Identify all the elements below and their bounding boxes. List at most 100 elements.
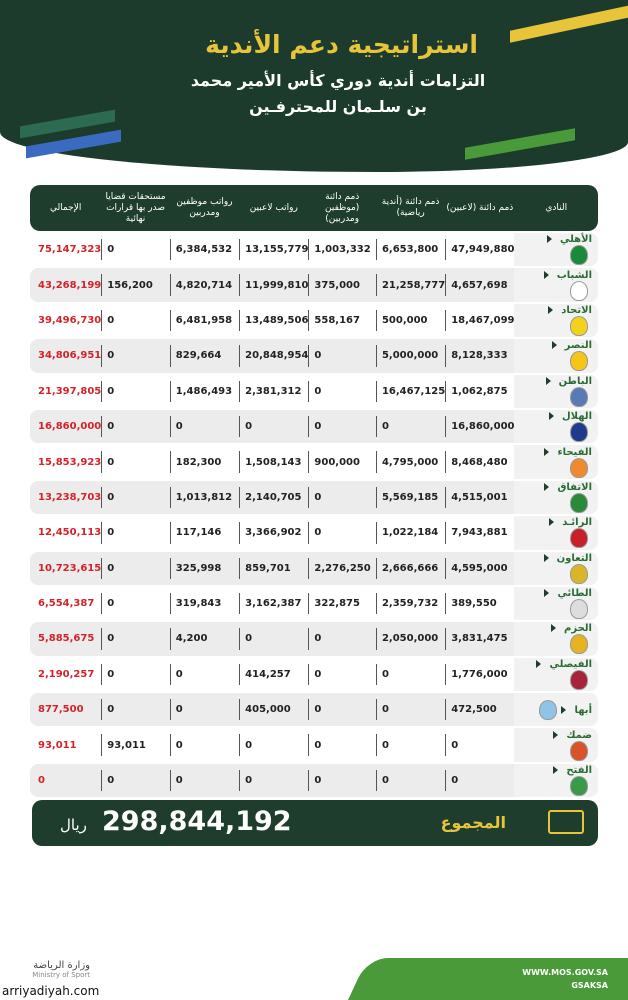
value-cell: 0: [308, 480, 376, 515]
arrow-icon: [551, 624, 557, 633]
value-cell: 4,820,714: [169, 268, 240, 302]
table-row: 39,496,730 0 6,481,958 13,489,506 558,167 500…: [30, 303, 598, 338]
arrow-icon: [544, 482, 550, 491]
arrow-icon: [546, 235, 552, 244]
table-row: 10,723,615 0 325,998 859,701 2,276,250 2,666,…: [30, 551, 598, 585]
value-cell: 0: [239, 409, 309, 444]
value-cell: 13,155,779: [239, 233, 308, 266]
column-header: النادي: [514, 185, 598, 231]
value-cell: 2,050,000: [375, 622, 446, 656]
ministry-name: وزارة الرياضة: [33, 960, 90, 971]
value-cell: 0: [101, 409, 170, 444]
value-cell: 0: [101, 480, 170, 515]
footer-contact: WWW.MOS.GOV.SA GSAKSA: [522, 966, 608, 992]
club-logo-icon: [570, 599, 588, 620]
club-logo-icon: [570, 669, 588, 690]
value-cell: 0: [101, 551, 170, 585]
value-cell: 0: [308, 763, 376, 798]
club-name: أبها: [574, 704, 592, 716]
arrow-icon: [543, 553, 549, 562]
table-row: 75,147,323 0 6,384,532 13,155,779 1,003,332 6…: [30, 233, 598, 267]
club-name: الطائي: [557, 588, 592, 600]
value-cell: 0: [308, 409, 376, 444]
table-row: 877,500 0 0 405,000 0 0 472,500 أبها: [30, 693, 598, 727]
value-cell: 11,999,810: [239, 268, 309, 302]
value-cell: 5,569,185: [375, 480, 446, 515]
value-cell: 3,831,475: [445, 622, 515, 656]
club-name: الفتح: [566, 765, 592, 777]
value-cell: 389,550: [445, 587, 514, 620]
value-cell: 322,875: [308, 587, 376, 620]
club-logo-icon: [570, 386, 588, 407]
value-cell: 0: [375, 693, 446, 727]
club-cell: أبها: [514, 693, 598, 727]
value-cell: 1,003,332: [308, 233, 376, 266]
club-cell: الشباب: [514, 268, 598, 302]
value-cell: 0: [101, 304, 170, 337]
club-name: الشباب: [556, 269, 592, 281]
ministry-name-en: Ministry of Sport: [32, 971, 90, 979]
value-cell: 3,366,902: [239, 516, 308, 549]
value-cell: 0: [308, 693, 376, 727]
total-cell: 75,147,323: [38, 244, 102, 256]
value-cell: 1,062,875: [445, 375, 514, 408]
value-cell: 0: [375, 728, 445, 761]
table-row: 34,806,951 0 829,664 20,848,954 0 5,000,000 8,…: [30, 339, 598, 373]
value-cell: 859,701: [239, 551, 309, 585]
club-cell: الهلال: [514, 409, 598, 444]
value-cell: 1,022,184: [375, 516, 445, 549]
club-logo-icon: [570, 492, 588, 513]
value-cell: 0: [445, 728, 514, 761]
table-row: 93,011 93,011 0 0 0 0 0 ضمك: [30, 728, 598, 762]
value-cell: 0: [308, 622, 376, 656]
arrow-icon: [553, 766, 559, 775]
column-header: الإجمالي: [30, 185, 102, 231]
value-cell: 0: [101, 445, 170, 478]
social-handle[interactable]: GSAKSA: [571, 981, 608, 990]
value-cell: 6,481,958: [169, 304, 239, 337]
table-row: 5,885,675 0 4,200 0 0 2,050,000 3,831,475 الحزم: [30, 622, 598, 656]
club-logo-icon: [570, 457, 588, 478]
table-row: 21,397,805 0 1,486,493 2,381,312 0 16,467,125…: [30, 374, 598, 408]
total-cell: 0: [30, 763, 102, 798]
table-row: 12,450,113 0 117,146 3,366,902 0 1,022,184 7,9…: [30, 516, 598, 550]
value-cell: 5,000,000: [375, 339, 446, 373]
arrow-icon: [544, 589, 550, 598]
total-cell: 12,450,113: [38, 527, 102, 539]
club-name: الهلال: [561, 411, 592, 423]
club-cell: الحزم: [514, 622, 598, 656]
value-cell: 18,467,099: [445, 304, 514, 337]
arrow-icon: [561, 705, 567, 714]
ministry-logo: وزارة الرياضة Ministry of Sport: [20, 960, 90, 979]
value-cell: 93,011: [101, 728, 170, 761]
total-cell: 21,397,805: [38, 385, 102, 397]
club-name: الحزم: [564, 623, 592, 635]
value-cell: 16,860,000: [445, 409, 515, 444]
total-cell: 93,011: [38, 739, 77, 751]
total-cell: 15,853,923: [38, 456, 102, 468]
club-logo-icon: [539, 699, 558, 720]
column-header: مستحقات قضايا صدر بها قرارات نهائية: [101, 185, 170, 231]
value-cell: 2,359,732: [375, 587, 445, 620]
total-cell: 10,723,615: [30, 551, 102, 585]
total-cell: 6,554,387: [38, 598, 95, 610]
column-header: ذمم دائنة (أندية رياضية): [375, 185, 446, 231]
total-cell: 877,500: [30, 693, 102, 727]
club-logo-icon: [570, 315, 588, 336]
clubs-table: الإجمالي مستحقات قضايا صدر بها قرارات نها…: [30, 183, 598, 799]
value-cell: 117,146: [169, 516, 239, 549]
value-cell: 0: [308, 339, 376, 373]
value-cell: 16,467,125: [375, 375, 445, 408]
value-cell: 47,949,880: [445, 233, 514, 266]
club-name: ضمك: [566, 729, 592, 741]
column-header: ذمم دائنة (لاعبين): [445, 185, 515, 231]
value-cell: 2,381,312: [239, 375, 308, 408]
club-cell: الأهلي: [514, 233, 598, 267]
website-link[interactable]: WWW.MOS.GOV.SA: [522, 968, 608, 977]
value-cell: 6,384,532: [169, 233, 239, 266]
value-cell: 1,508,143: [239, 445, 308, 478]
club-name: الفيصلي: [549, 658, 592, 670]
arrow-icon: [544, 447, 550, 456]
value-cell: 0: [375, 658, 445, 691]
value-cell: 319,843: [169, 587, 239, 620]
